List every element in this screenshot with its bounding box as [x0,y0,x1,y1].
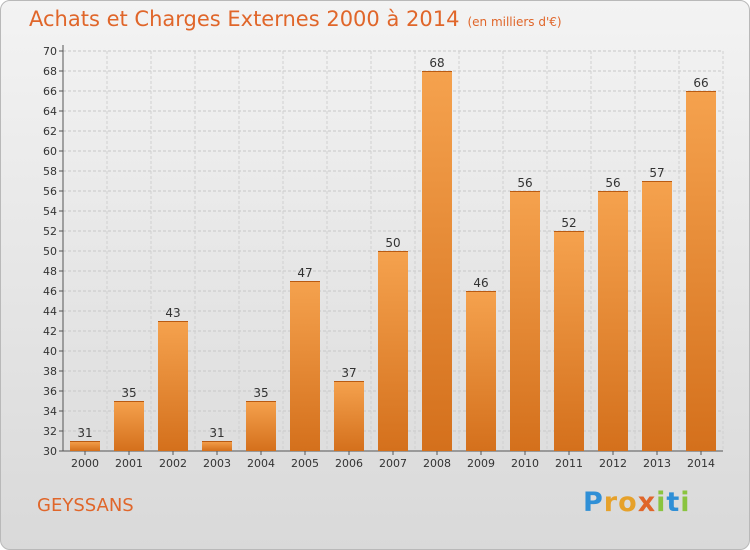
x-tick-label: 2006 [335,457,363,470]
y-tick-label: 54 [43,205,57,218]
x-tick-label: 2013 [643,457,671,470]
bar-2005 [290,281,320,451]
y-tick-label: 36 [43,385,57,398]
x-tick-label: 2014 [687,457,715,470]
y-tick-label: 70 [43,45,57,58]
x-tick-label: 2007 [379,457,407,470]
y-tick-label: 56 [43,185,57,198]
x-tick-label: 2000 [71,457,99,470]
x-tick-label: 2010 [511,457,539,470]
x-tick-label: 2003 [203,457,231,470]
bar-2011 [554,231,584,451]
x-tick-label: 2002 [159,457,187,470]
value-label: 56 [517,176,532,190]
y-tick-label: 38 [43,365,57,378]
bar-2007 [378,251,408,451]
y-tick-label: 58 [43,165,57,178]
bar-2013 [642,181,672,451]
y-tick-label: 60 [43,145,57,158]
logo-letter: r [603,487,619,518]
value-label: 52 [561,216,576,230]
logo-letter: x [637,487,657,518]
y-tick-label: 34 [43,405,57,418]
y-tick-label: 50 [43,245,57,258]
chart-title: Achats et Charges Externes 2000 à 2014 (e… [29,7,562,31]
y-tick-label: 32 [43,425,57,438]
bar-2004 [246,401,276,451]
value-label: 31 [77,426,92,440]
x-tick-label: 2008 [423,457,451,470]
y-tick-label: 64 [43,105,57,118]
value-label: 57 [649,166,664,180]
y-tick-label: 48 [43,265,57,278]
commune-name: GEYSSANS [37,495,134,516]
value-label: 56 [605,176,620,190]
value-label: 50 [385,236,400,250]
bar-2010 [510,191,540,451]
y-tick-label: 46 [43,285,57,298]
value-label: 68 [429,56,444,70]
chart-subtitle: (en milliers d'€) [467,15,562,29]
x-tick-label: 2012 [599,457,627,470]
x-tick-label: 2001 [115,457,143,470]
y-tick-label: 40 [43,345,57,358]
bars [70,71,716,451]
y-tick-label: 44 [43,305,57,318]
x-tick-label: 2005 [291,457,319,470]
bar-2002 [158,321,188,451]
bar-2008 [422,71,452,451]
proxiti-logo: Proxiti [583,487,691,518]
logo-letter: i [656,487,667,518]
logo-letter: o [618,487,638,518]
value-label: 43 [165,306,180,320]
value-label: 37 [341,366,356,380]
y-tick-label: 52 [43,225,57,238]
bar-2006 [334,381,364,451]
bar-2000 [70,441,100,451]
logo-letter: P [583,487,604,518]
value-label: 66 [693,76,708,90]
bar-2009 [466,291,496,451]
y-tick-label: 42 [43,325,57,338]
value-label: 47 [297,266,312,280]
bar-2003 [202,441,232,451]
x-tick-label: 2011 [555,457,583,470]
value-label: 35 [121,386,136,400]
logo-letter: i [680,487,691,518]
y-tick-label: 66 [43,85,57,98]
x-tick-label: 2009 [467,457,495,470]
chart-title-text: Achats et Charges Externes 2000 à 2014 [29,7,460,31]
y-tick-label: 30 [43,445,57,458]
labels: 31 35 43 31 35 47 37 50 68 46 56 52 56 57 66 [77,56,708,440]
value-label: 46 [473,276,488,290]
value-label: 35 [253,386,268,400]
y-tick-label: 68 [43,65,57,78]
value-label: 31 [209,426,224,440]
bar-2014 [686,91,716,451]
x-tick-label: 2004 [247,457,275,470]
logo-letter: t [666,487,681,518]
bar-2001 [114,401,144,451]
y-tick-label: 62 [43,125,57,138]
bar-2012 [598,191,628,451]
